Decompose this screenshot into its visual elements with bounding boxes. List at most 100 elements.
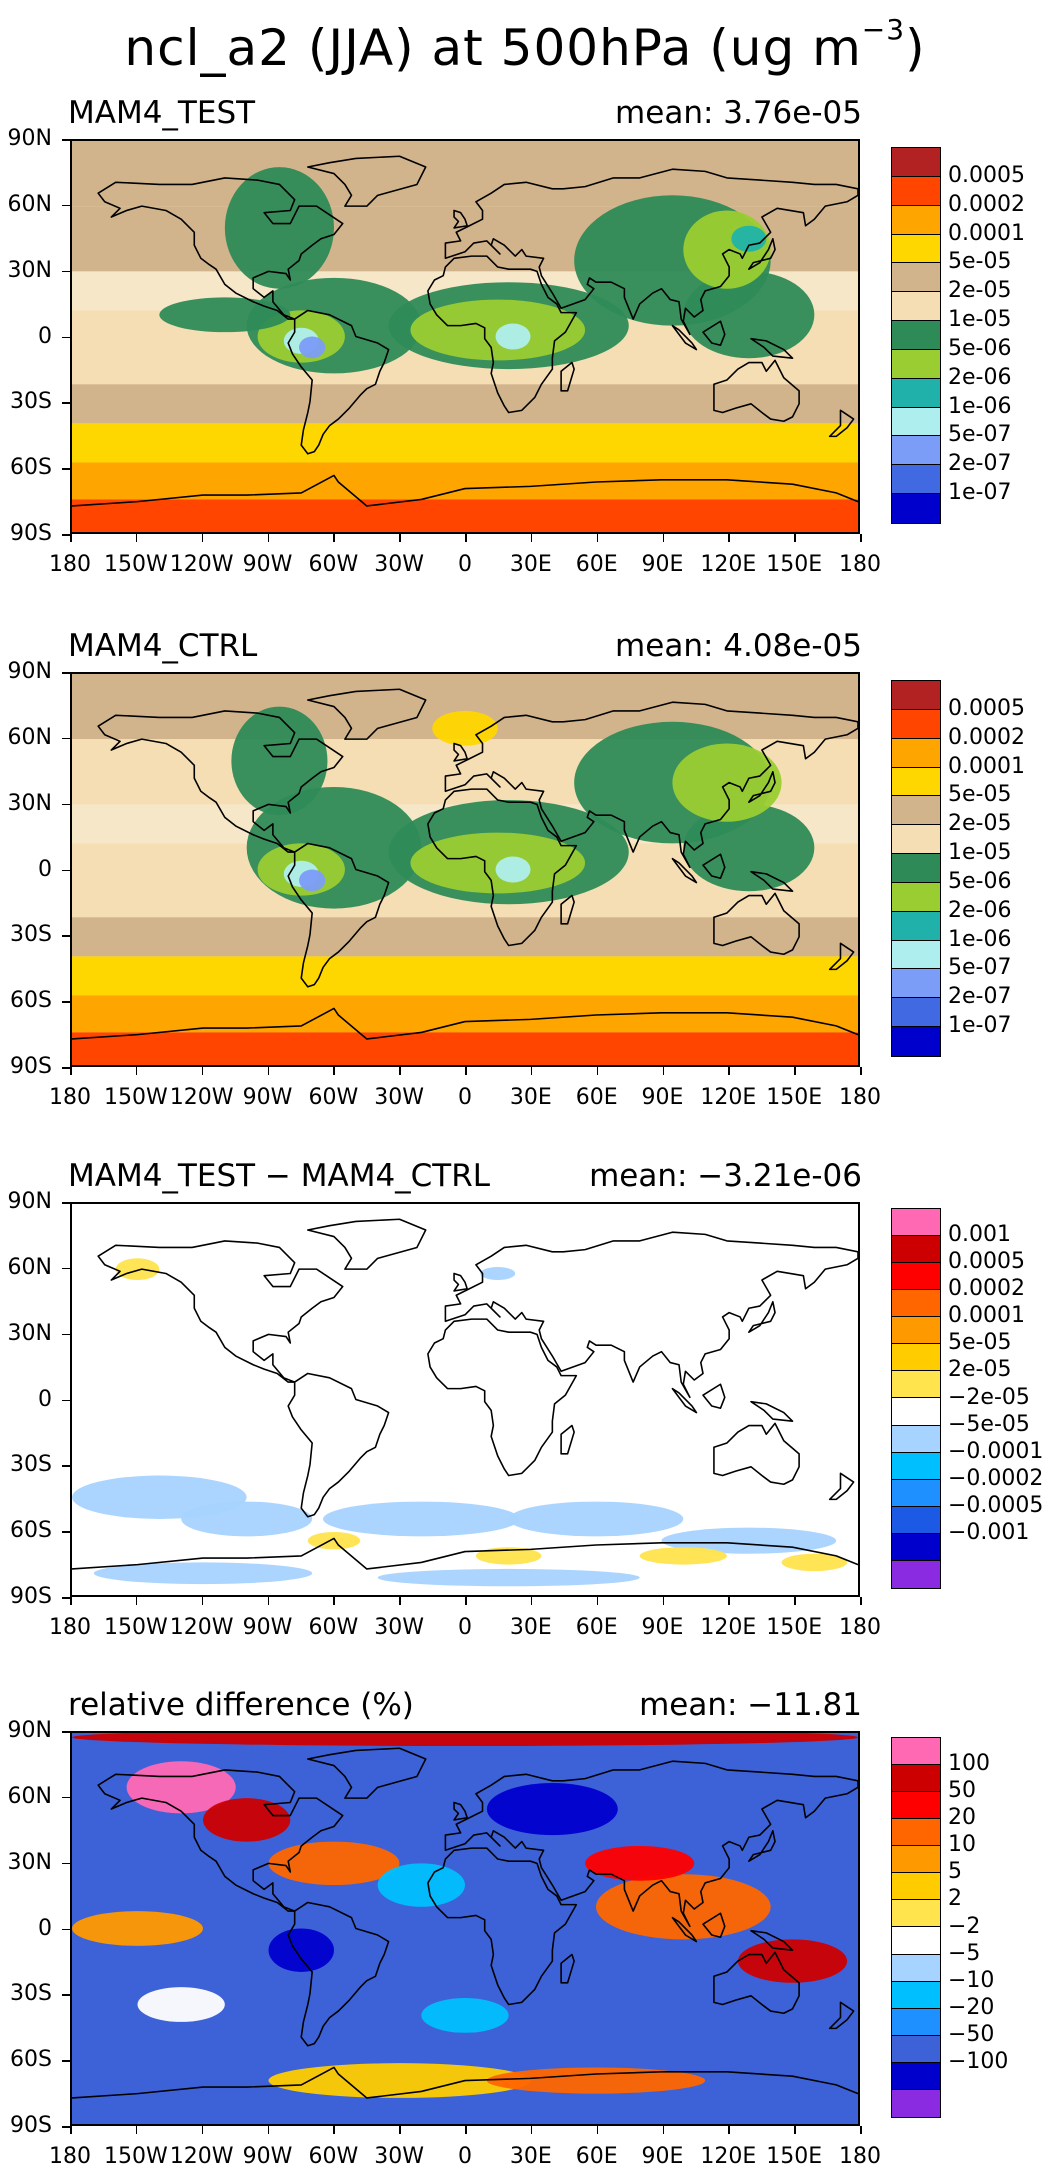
colorbar-swatch [892, 1927, 940, 1955]
lon-tick [135, 534, 138, 542]
lat-tick-label: 90N [7, 1718, 52, 1743]
lon-tick-label: 180 [839, 552, 881, 577]
field-contour [508, 1501, 684, 1537]
colorbar-swatch [892, 709, 940, 739]
lat-tick [62, 534, 70, 536]
lon-tick-label: 60E [575, 1085, 618, 1110]
lon-tick-label: 150W [103, 552, 168, 577]
lat-tick [62, 1333, 70, 1336]
colorbar-label: 1e-06 [948, 926, 1012, 952]
lon-tick [794, 1067, 796, 1075]
field-contour [231, 706, 328, 816]
colorbar-swatch [892, 148, 940, 177]
lat-tick-label: 90S [10, 2113, 52, 2138]
lon-tick [267, 2126, 269, 2134]
colorbar-swatch [892, 263, 940, 293]
field-contour [731, 225, 767, 252]
coastline-british-isles [453, 1272, 468, 1292]
colorbar-label: 5e-07 [948, 422, 1012, 448]
lon-tick-label: 150W [103, 2144, 168, 2169]
lon-tick [860, 534, 862, 542]
lon-tick [333, 2126, 335, 2134]
lon-tick [333, 1597, 335, 1605]
colorbar-label: 1e-06 [948, 393, 1012, 419]
coastline-australia [713, 1951, 800, 2015]
colorbar-swatch [892, 2090, 940, 2118]
colorbar-swatch [892, 1954, 940, 1982]
field-contour [683, 271, 815, 359]
lon-tick [333, 534, 335, 542]
field-contour [432, 710, 498, 746]
coastline-madagascar [560, 1953, 575, 1984]
field-contour [495, 323, 531, 350]
lon-tick-label: 90W [242, 552, 293, 577]
lon-tick [201, 2126, 204, 2134]
coastline-north-america [97, 1769, 344, 1912]
colorbar-swatch [892, 1873, 940, 1901]
lat-tick-label: 0 [38, 323, 52, 349]
lat-tick [62, 737, 70, 740]
field-contour [410, 832, 586, 894]
lon-tick-label: 180 [839, 1615, 881, 1640]
lon-tick [530, 1067, 533, 1075]
lat-tick [62, 672, 70, 674]
colorbar-label: 5e-05 [948, 1330, 1012, 1356]
colorbar-swatch [892, 1289, 940, 1318]
lat-tick [62, 1928, 70, 1930]
coastline-antarctica-coast [72, 1007, 858, 1040]
lat-tick-label: 30N [7, 790, 52, 816]
field-contour [299, 336, 326, 359]
field-contour [159, 297, 291, 333]
colorbar-swatch [892, 1846, 940, 1874]
coastline-japan [748, 1830, 776, 1862]
coastline-british-isles [453, 1801, 468, 1821]
field-contour [137, 1987, 225, 2022]
lat-tick [62, 1796, 70, 1799]
lat-tick-label: 0 [38, 1915, 52, 1941]
field-contour [377, 1863, 465, 1907]
colorbar-label: 0.0002 [948, 724, 1025, 750]
panel-mean: mean: −11.81 [639, 1687, 862, 1723]
field-contour [495, 856, 531, 883]
lon-tick [465, 534, 467, 542]
lon-tick [728, 1067, 730, 1075]
field-contour [421, 1998, 509, 2033]
coastline-eurasia [444, 168, 858, 336]
lon-tick-label: 0 [458, 1615, 472, 1640]
map-plot [70, 1202, 860, 1597]
colorbar-label: 1e-07 [948, 480, 1012, 506]
lat-tick [62, 935, 70, 937]
lon-tick-label: 30E [509, 1615, 552, 1640]
colorbar-swatch [892, 882, 940, 912]
colorbar-label: 2e-05 [948, 278, 1012, 304]
field-contour [585, 1845, 695, 1881]
lon-tick-label: 60E [575, 552, 618, 577]
coastline-south-america [287, 309, 390, 455]
colorbar-label: 2e-07 [948, 984, 1012, 1010]
coastline-madagascar [560, 1424, 575, 1455]
lon-tick [135, 1597, 138, 1605]
lon-tick-label: 30E [509, 2144, 552, 2169]
colorbar-swatch [892, 767, 940, 797]
colorbar-label: 100 [948, 1750, 990, 1776]
lat-tick-label: 60N [7, 724, 52, 750]
coastline-australia [713, 359, 800, 423]
field-band [72, 1032, 858, 1065]
lon-tick [399, 2126, 401, 2134]
colorbar-label: 5e-06 [948, 868, 1012, 894]
lon-tick-label: 180 [839, 1085, 881, 1110]
lat-tick-label: 30N [7, 1849, 52, 1875]
coastline-new-guinea [750, 337, 794, 359]
lon-tick [596, 534, 599, 542]
colorbar-swatch [892, 738, 940, 768]
field-band [72, 956, 858, 996]
colorbar-label: 0.0005 [948, 695, 1025, 721]
coastline-borneo [702, 1912, 726, 1939]
panel-label: relative difference (%) [68, 1687, 414, 1723]
field-band [72, 995, 858, 1033]
panel-label: MAM4_CTRL [68, 628, 258, 664]
colorbar-swatch [892, 407, 940, 437]
field-contour [639, 1547, 727, 1565]
lon-tick-label: 150E [766, 2144, 823, 2169]
colorbar-swatch [892, 1425, 940, 1453]
